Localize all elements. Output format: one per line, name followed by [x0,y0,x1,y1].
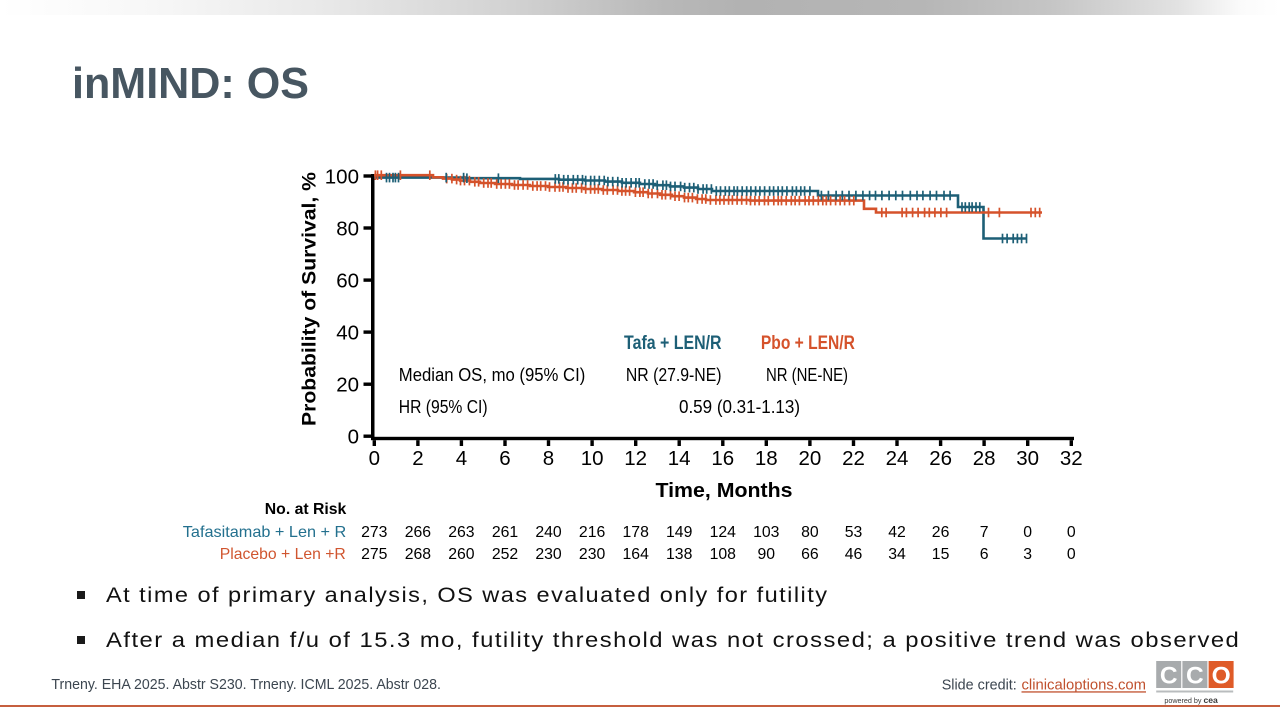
svg-text:Placebo + Len +R: Placebo + Len +R [220,546,346,563]
svg-text:Slide credit:: Slide credit: [942,678,1017,694]
svg-text:Median OS, mo (95% CI): Median OS, mo (95% CI) [399,364,586,385]
svg-text:0: 0 [369,447,380,470]
svg-text:80: 80 [801,524,819,541]
svg-text:Tafa + LEN/R: Tafa + LEN/R [624,333,722,354]
svg-text:powered by: powered by [1164,696,1202,705]
svg-text:22: 22 [842,447,865,470]
svg-text:C: C [1186,663,1204,690]
svg-text:cea: cea [1204,695,1219,705]
svg-text:230: 230 [535,546,562,563]
svg-text:28: 28 [973,447,996,470]
svg-text:HR (95% CI): HR (95% CI) [399,396,488,417]
svg-text:40: 40 [336,322,359,345]
svg-text:Trneny. EHA 2025. Abstr S230.: Trneny. EHA 2025. Abstr S230. Trneny. IC… [51,677,441,693]
svg-text:263: 263 [448,524,475,541]
svg-text:46: 46 [845,546,863,563]
svg-text:clinicaloptions.com: clinicaloptions.com [1022,678,1147,694]
svg-text:NR (NE-NE): NR (NE-NE) [766,364,848,385]
svg-text:12: 12 [624,447,647,470]
svg-text:260: 260 [448,546,475,563]
svg-text:inMIND: OS: inMIND: OS [72,60,309,108]
svg-text:C: C [1160,663,1178,690]
svg-text:261: 261 [492,524,519,541]
svg-text:34: 34 [888,546,906,563]
svg-text:20: 20 [798,447,821,470]
svg-text:42: 42 [888,524,906,541]
svg-text:268: 268 [405,546,432,563]
svg-text:Time, Months: Time, Months [656,480,793,502]
svg-text:0: 0 [1067,546,1076,563]
svg-text:Pbo + LEN/R: Pbo + LEN/R [761,333,855,354]
svg-text:30: 30 [1016,447,1039,470]
svg-text:53: 53 [845,524,863,541]
svg-text:100: 100 [325,165,359,188]
svg-text:230: 230 [579,546,606,563]
svg-text:O: O [1212,663,1231,690]
svg-text:240: 240 [535,524,562,541]
svg-text:252: 252 [492,546,518,563]
svg-text:0: 0 [348,426,359,449]
svg-text:18: 18 [755,447,778,470]
svg-text:15: 15 [932,546,950,563]
svg-text:No. at Risk: No. at Risk [265,501,347,518]
svg-text:Probability of Survival, %: Probability of Survival, % [299,172,321,426]
svg-text:66: 66 [801,546,819,563]
svg-text:275: 275 [361,546,388,563]
svg-text:80: 80 [336,217,359,240]
svg-text:0: 0 [1067,524,1076,541]
svg-text:124: 124 [710,524,737,541]
svg-text:266: 266 [405,524,432,541]
svg-text:178: 178 [623,524,650,541]
svg-text:273: 273 [361,524,388,541]
svg-text:138: 138 [666,546,693,563]
svg-text:0: 0 [1023,524,1032,541]
svg-text:60: 60 [336,270,359,293]
svg-text:164: 164 [623,546,650,563]
svg-text:32: 32 [1060,447,1083,470]
svg-text:3: 3 [1023,546,1032,563]
svg-text:103: 103 [753,524,780,541]
svg-text:6: 6 [499,447,510,470]
svg-text:NR (27.9-NE): NR (27.9-NE) [626,364,722,385]
svg-text:0.59 (0.31-1.13): 0.59 (0.31-1.13) [679,396,800,417]
svg-text:216: 216 [579,524,606,541]
svg-text:108: 108 [710,546,737,563]
svg-text:26: 26 [932,524,950,541]
svg-text:4: 4 [456,447,467,470]
svg-text:14: 14 [668,447,691,470]
svg-text:2: 2 [412,447,423,470]
svg-text:7: 7 [980,524,989,541]
svg-text:10: 10 [581,447,604,470]
svg-text:90: 90 [758,546,776,563]
svg-text:Tafasitamab + Len + R: Tafasitamab + Len + R [183,524,347,541]
svg-text:20: 20 [336,374,359,397]
svg-text:149: 149 [666,524,693,541]
svg-text:8: 8 [543,447,554,470]
svg-text:6: 6 [980,546,989,563]
svg-text:16: 16 [711,447,734,470]
svg-text:24: 24 [886,447,909,470]
svg-text:26: 26 [929,447,952,470]
